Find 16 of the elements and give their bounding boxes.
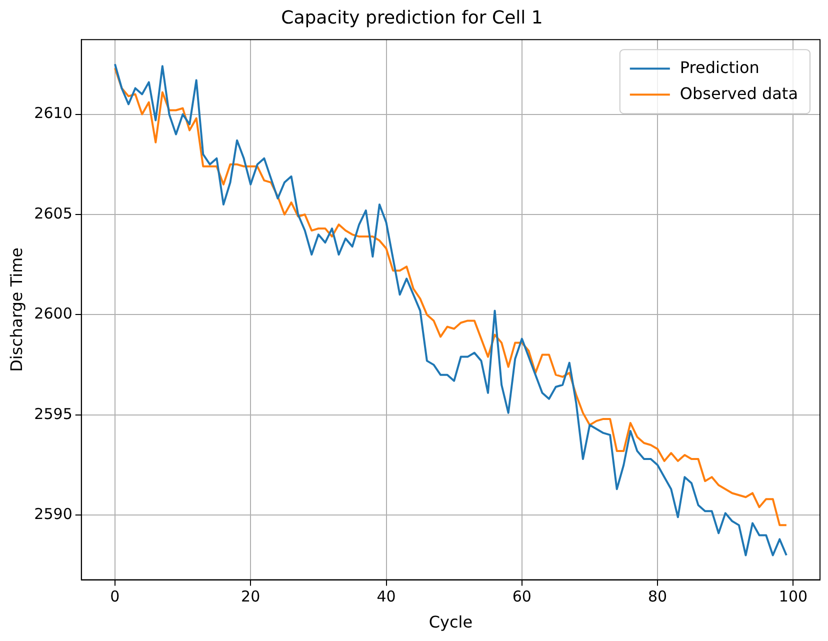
x-tick-label: 0 [110, 588, 120, 606]
y-tick-label: 2600 [34, 304, 72, 323]
x-axis-title: Cycle [428, 612, 473, 632]
x-tick-label: 20 [241, 588, 260, 606]
y-axis-title: Discharge Time [6, 248, 26, 372]
x-tick-label: 80 [648, 588, 668, 606]
x-tick-label: 60 [512, 588, 532, 606]
legend-label: Observed data [680, 84, 798, 103]
y-tick-label: 2605 [34, 204, 72, 222]
legend-label: Prediction [680, 58, 760, 77]
x-tick-label: 40 [376, 588, 396, 606]
y-tick-label: 2610 [34, 104, 72, 122]
y-tick-label: 2590 [34, 505, 72, 524]
chart-title: Capacity prediction for Cell 1 [281, 7, 543, 28]
x-tick-label: 100 [778, 588, 808, 606]
y-tick-label: 2595 [34, 404, 72, 423]
